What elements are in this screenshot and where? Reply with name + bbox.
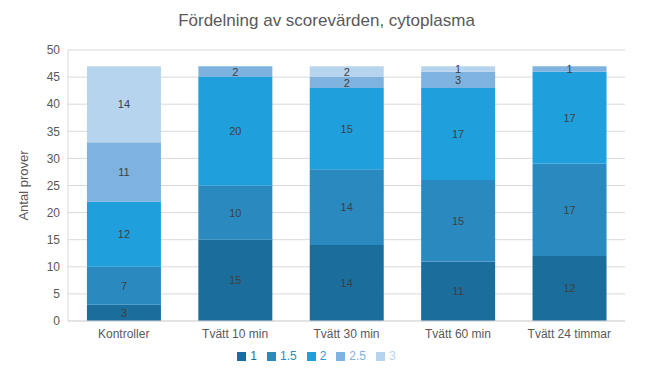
svg-text:45: 45 xyxy=(47,70,61,84)
svg-text:20: 20 xyxy=(229,125,241,137)
svg-text:1: 1 xyxy=(455,63,461,75)
svg-text:15: 15 xyxy=(341,123,353,135)
svg-text:15: 15 xyxy=(47,233,61,247)
html-text:1: 1 xyxy=(250,349,257,363)
svg-text:14: 14 xyxy=(341,201,353,213)
svg-text:11: 11 xyxy=(452,285,463,297)
svg-text:1: 1 xyxy=(566,63,572,75)
svg-text:25: 25 xyxy=(47,179,61,193)
svg-text:2: 2 xyxy=(232,66,238,78)
html-text:1.5: 1.5 xyxy=(280,349,297,363)
svg-text:7: 7 xyxy=(121,280,127,292)
svg-text:10: 10 xyxy=(47,260,61,274)
svg-text:20: 20 xyxy=(47,206,61,220)
svg-text:Tvätt 60 min: Tvätt 60 min xyxy=(425,327,491,341)
svg-text:2: 2 xyxy=(344,77,350,89)
svg-text:12: 12 xyxy=(563,282,575,294)
html-text:3: 3 xyxy=(389,349,396,363)
svg-text:3: 3 xyxy=(121,307,127,319)
svg-text:Tvätt 30 min: Tvätt 30 min xyxy=(313,327,379,341)
svg-text:3: 3 xyxy=(455,74,461,86)
svg-text:12: 12 xyxy=(118,228,130,240)
svg-text:17: 17 xyxy=(563,204,575,216)
html-text:2: 2 xyxy=(319,349,327,363)
svg-text:14: 14 xyxy=(118,98,130,110)
html-text:2.5: 2.5 xyxy=(349,349,366,363)
svg-text:15: 15 xyxy=(229,274,241,286)
svg-text:2: 2 xyxy=(344,66,350,78)
svg-text:5: 5 xyxy=(53,287,60,301)
svg-text:Kontroller: Kontroller xyxy=(98,327,149,341)
svg-text:10: 10 xyxy=(229,207,241,219)
svg-text:35: 35 xyxy=(47,125,61,139)
svg-text:Antal prover: Antal prover xyxy=(16,150,31,221)
svg-text:30: 30 xyxy=(47,152,61,166)
svg-text:15: 15 xyxy=(452,215,464,227)
svg-text:14: 14 xyxy=(341,277,353,289)
svg-text:17: 17 xyxy=(563,112,575,124)
svg-text:17: 17 xyxy=(452,128,464,140)
svg-text:50: 50 xyxy=(47,43,61,57)
html-text:Fördelning av scorevärden, cyt: Fördelning av scorevärden, cytoplasma xyxy=(178,11,475,30)
svg-text:Tvätt 24 timmar: Tvätt 24 timmar xyxy=(528,327,611,341)
svg-text:40: 40 xyxy=(47,97,61,111)
svg-text:0: 0 xyxy=(53,314,60,328)
svg-text:11: 11 xyxy=(118,166,129,178)
svg-text:Tvätt 10 min: Tvätt 10 min xyxy=(202,327,268,341)
